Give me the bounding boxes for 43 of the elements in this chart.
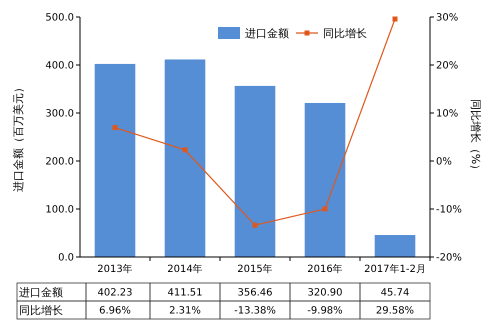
data-label: 2.31% [169,306,201,316]
y-tick-label: 0.0 [58,252,74,264]
y2-tick-label: 0% [436,156,452,168]
data-label: 6.96% [99,306,131,316]
y-tick-label: 500.0 [45,12,74,24]
data-label: 45.74 [380,288,410,298]
y-tick-label: 400.0 [45,60,74,72]
bar [94,64,136,257]
legend-label: 进口金额 [245,26,289,40]
data-label: 356.46 [238,288,272,298]
x-tick-label: 2014年 [167,263,203,275]
x-tick-label: 2013年 [97,263,133,275]
y2-axis-title: 同比增长（%） [469,98,482,176]
point [322,206,328,212]
bar [304,102,346,257]
y2-tick-label: -20% [436,252,462,264]
data-label: -13.38% [234,306,276,316]
x-tick-label: 2015年 [237,263,273,275]
x-tick-label: 2017年1-2月 [364,263,426,275]
y2-tick-label: -10% [436,204,462,216]
data-label: 29.58% [376,306,414,316]
data-label: 320.90 [308,288,342,298]
point [392,16,398,22]
x-tick-label: 2016年 [307,263,343,275]
y2-tick-label: 10% [436,108,458,120]
point [112,125,118,130]
legend-label: 同比增长 [323,26,367,40]
y-tick-label: 200.0 [45,156,74,168]
y-tick-label: 300.0 [45,108,74,120]
text: 进口金额 [19,286,63,299]
point [182,147,188,152]
bar [374,235,416,257]
y2-tick-label: 20% [436,60,458,72]
y2-tick-label: 30% [436,12,458,24]
data-label: 411.51 [168,288,202,298]
point [252,222,258,228]
data-label: 402.23 [98,288,132,298]
bar [164,59,206,257]
text: 同比增长 [19,304,63,317]
y-tick-label: 100.0 [45,204,74,216]
y-axis-title: 进口金额（百万美元） [12,82,25,192]
bar [234,86,276,257]
data-label: -9.98% [307,306,343,316]
